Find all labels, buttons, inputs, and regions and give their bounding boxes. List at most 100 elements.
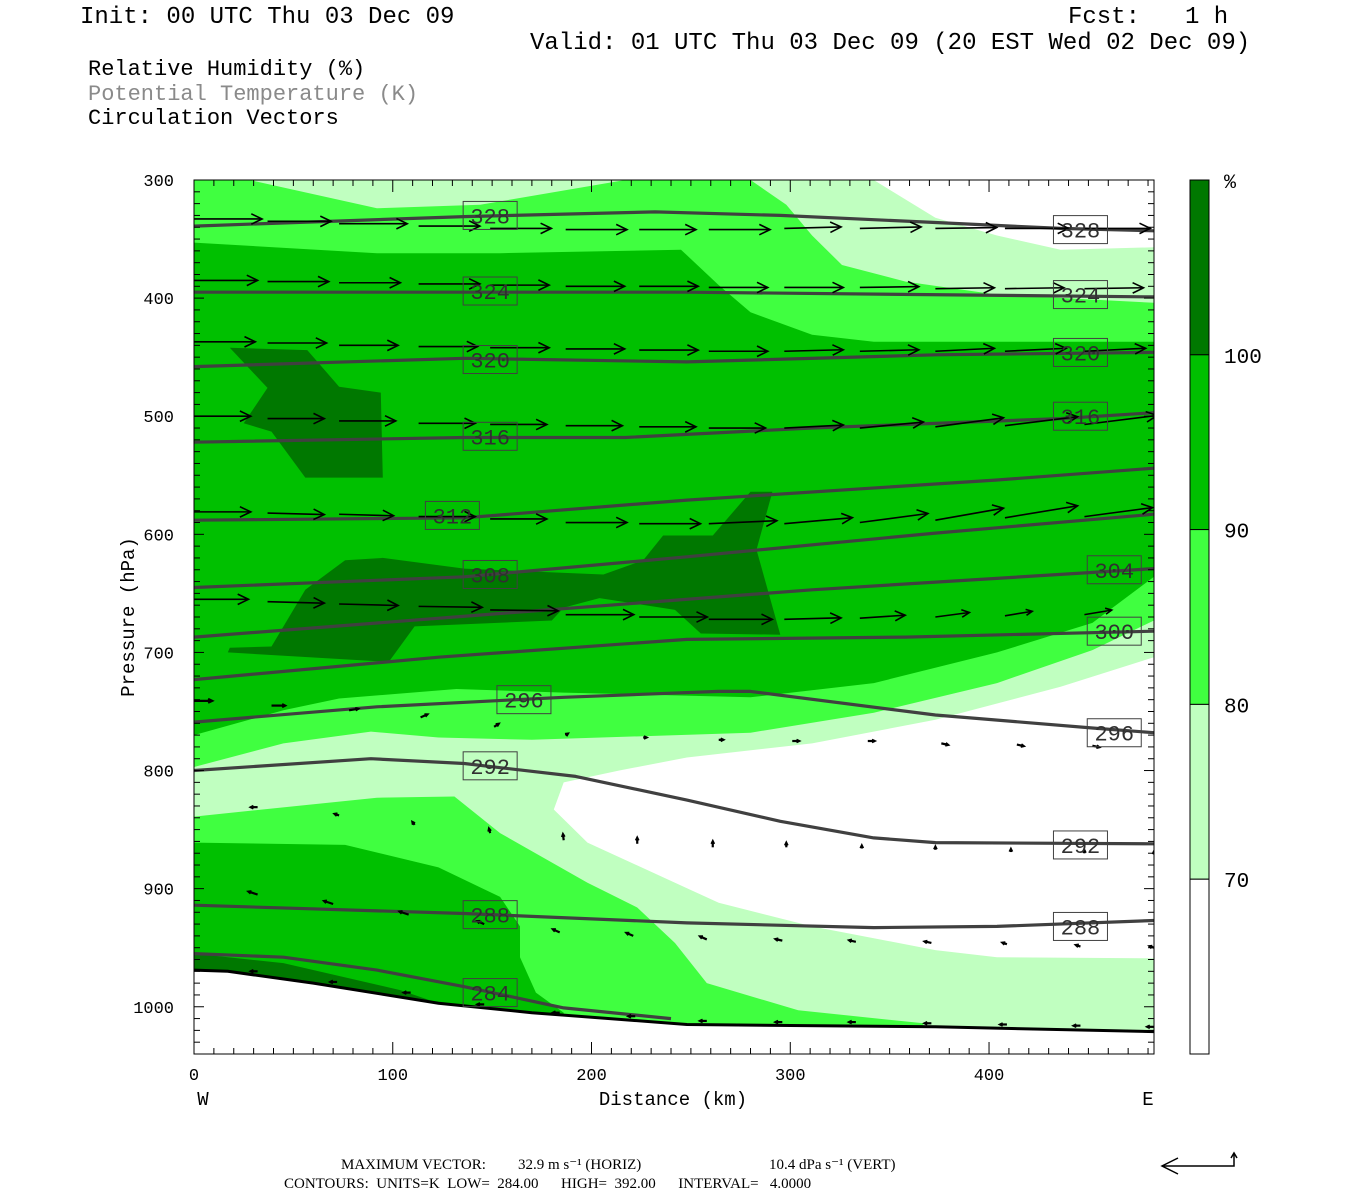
vector-arrow <box>339 599 400 612</box>
theta-contour-296 <box>194 689 1154 735</box>
theta-label-box <box>462 978 518 1008</box>
rh-below-70-lower <box>553 657 1154 959</box>
vector-arrow <box>474 1002 485 1007</box>
vector-head <box>754 422 768 434</box>
legend-potential-temperature: Potential Temperature (K) <box>88 82 419 107</box>
vector-head <box>1082 847 1087 854</box>
vector-head <box>784 840 789 846</box>
vector-head <box>248 969 254 974</box>
vector-head <box>613 280 627 293</box>
vector-head <box>321 899 328 904</box>
theta-contour-label: 328 <box>1052 215 1108 245</box>
vector-arrow <box>1084 607 1114 616</box>
vector-head <box>697 935 704 940</box>
vector-shaft <box>935 226 997 230</box>
vector-arrow <box>194 505 253 518</box>
vector-arrow <box>859 610 908 622</box>
vector-head <box>401 990 407 995</box>
vector-head <box>643 735 650 740</box>
contour-info: CONTOURS: UNITS=K LOW= 284.00 HIGH= 392.… <box>284 1176 812 1192</box>
vector-arrow <box>1084 222 1153 235</box>
vector-arrow <box>1084 342 1148 355</box>
theta-label-text: 328 <box>470 205 510 230</box>
vector-head <box>207 697 215 704</box>
vector-arrow <box>339 414 398 427</box>
theta-contour-label: 320 <box>462 345 518 375</box>
vector-shaft <box>1004 286 1064 290</box>
vector-head <box>424 713 430 718</box>
vector-head <box>464 417 478 430</box>
vector-head <box>907 344 921 356</box>
vector-arrow <box>846 1019 856 1025</box>
vector-head <box>382 509 396 522</box>
vector-head <box>756 345 770 358</box>
vector-arrow <box>194 274 260 287</box>
vector-head <box>689 517 703 530</box>
vector-shaft <box>267 512 325 516</box>
vector-head <box>613 342 627 355</box>
y-tick-label: 800 <box>143 764 174 783</box>
theta-label-text: 292 <box>470 756 510 781</box>
vector-arrow <box>1071 1023 1081 1028</box>
theta-label-text: 288 <box>1061 916 1101 941</box>
vector-head <box>983 281 997 294</box>
vector-arrow <box>708 345 770 358</box>
vector-head <box>684 223 698 236</box>
theta-label-text: 316 <box>1061 406 1101 431</box>
vector-shaft <box>784 348 844 353</box>
vector-arrow <box>935 281 997 294</box>
vector-head <box>535 513 549 525</box>
reference-vector-icon <box>1160 1151 1238 1175</box>
forecast-label: Fcst: <box>1068 4 1141 31</box>
vector-head <box>1073 943 1080 948</box>
theta-contour-label: 300 <box>1086 616 1142 646</box>
vector-arrow <box>1004 281 1066 294</box>
vector-arrow <box>194 213 264 225</box>
vector-arrow <box>859 280 921 293</box>
vector-head <box>710 838 716 845</box>
vector-head <box>313 596 327 609</box>
max-vector-label: MAXIMUM VECTOR: <box>341 1157 486 1173</box>
colorbar-unit: % <box>1224 172 1237 195</box>
theta-contour-label: 296 <box>1086 718 1142 748</box>
vector-head <box>397 910 403 915</box>
vector-arrow <box>999 941 1008 946</box>
vector-head <box>859 842 865 849</box>
vector-head <box>933 844 938 850</box>
colorbar-bin <box>1189 354 1210 531</box>
vector-head <box>237 593 251 606</box>
vector-arrow <box>332 812 340 817</box>
vector-head <box>319 215 333 228</box>
vector-arrow <box>718 737 726 743</box>
theta-label-box <box>462 421 518 451</box>
vector-head <box>547 604 561 617</box>
vector-head <box>250 213 264 225</box>
vector-head <box>761 613 775 626</box>
y-tick-label: 700 <box>143 645 174 664</box>
theta-contour-288 <box>194 903 1154 930</box>
theta-contour-320 <box>194 350 1154 369</box>
y-tick-label: 500 <box>143 409 174 428</box>
theta-contour-label: 320 <box>1052 337 1108 367</box>
vector-arrow <box>708 281 770 294</box>
vector-arrow <box>859 221 923 234</box>
vector-arrow <box>634 835 640 844</box>
x-tick-label: 100 <box>377 1067 408 1086</box>
theta-contour-label: 328 <box>462 200 518 230</box>
vector-arrow <box>1082 847 1087 854</box>
vector-shaft <box>935 611 970 618</box>
theta-label-text: 320 <box>1061 342 1101 367</box>
vector-shaft <box>1004 347 1067 353</box>
vector-arrow <box>935 342 997 355</box>
vector-arrow <box>339 276 403 289</box>
vector-arrow <box>784 840 789 848</box>
theta-contour-label: 324 <box>1052 280 1108 310</box>
vector-head <box>622 608 636 621</box>
vector-head <box>697 1018 704 1024</box>
vector-arrow <box>639 223 698 236</box>
vector-arrow <box>490 222 554 235</box>
theta-label-box <box>462 345 518 375</box>
vector-head <box>535 418 549 431</box>
vector-arrow <box>348 706 361 712</box>
vector-head <box>1065 412 1080 424</box>
